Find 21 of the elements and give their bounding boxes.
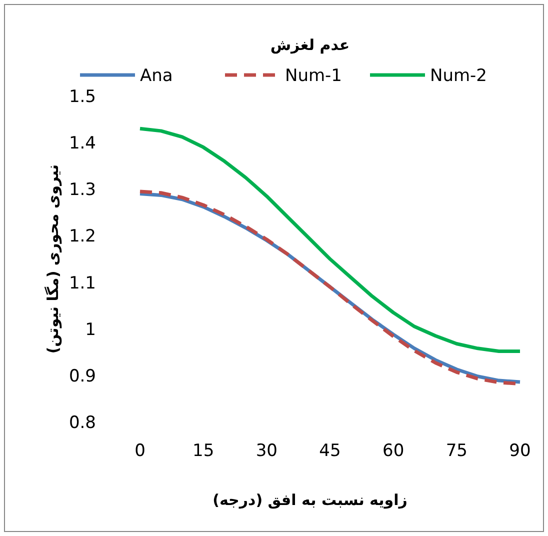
y-tick-label: 0.8 xyxy=(68,413,96,433)
chart-title: عدم لغزش xyxy=(270,36,350,54)
x-tick-label: 0 xyxy=(134,441,146,461)
x-tick-label: 60 xyxy=(382,441,404,461)
y-tick-label: 1.4 xyxy=(68,134,96,154)
y-axis-title: نیروی محوری (مگا نیوتن) xyxy=(44,164,62,354)
x-tick-label: 90 xyxy=(509,441,531,461)
x-axis-title: زاویه نسبت به افق (درجه) xyxy=(212,491,408,509)
x-tick-label: 15 xyxy=(192,441,214,461)
legend-label: Ana xyxy=(140,66,173,86)
y-tick-label: 1.3 xyxy=(68,180,96,200)
legend-label: Num-1 xyxy=(285,66,342,86)
y-tick-label: 1 xyxy=(85,320,96,340)
y-tick-label: 0.9 xyxy=(68,366,96,386)
x-tick-label: 30 xyxy=(256,441,278,461)
x-tick-label: 75 xyxy=(446,441,468,461)
y-tick-label: 1.5 xyxy=(68,87,96,107)
y-tick-label: 1.2 xyxy=(68,226,96,247)
x-tick-label: 45 xyxy=(319,441,341,461)
legend-label: Num-2 xyxy=(430,66,488,86)
y-tick-label: 1.1 xyxy=(68,273,96,294)
